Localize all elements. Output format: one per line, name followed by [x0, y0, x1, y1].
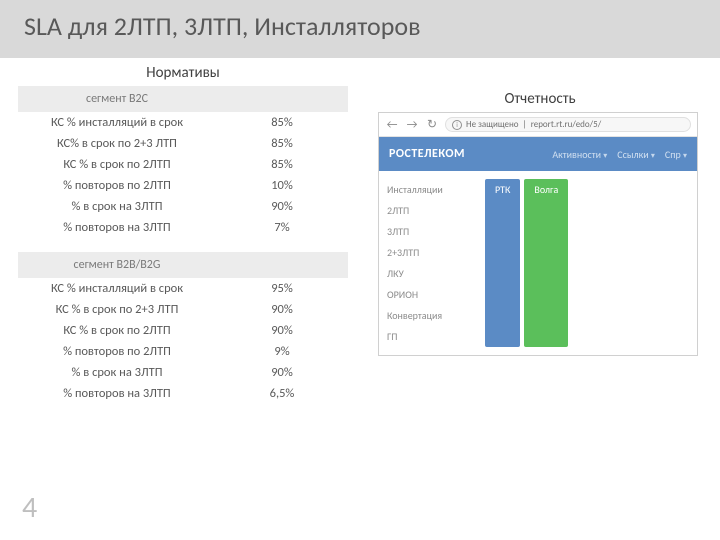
- metric-cell: КС % инсталляций в срок: [18, 278, 216, 299]
- sidenav-item[interactable]: 3ЛТП: [385, 221, 473, 242]
- sidenav-item[interactable]: Инсталляции: [385, 179, 473, 200]
- brand-logo: РОСТЕЛЕКОМ: [389, 147, 552, 161]
- metric-cell: % повторов на 3ЛТП: [18, 217, 216, 238]
- filter-chip[interactable]: Волга: [524, 179, 568, 347]
- sidenav-item[interactable]: ГП: [385, 326, 473, 347]
- sidenav-item[interactable]: ОРИОН: [385, 284, 473, 305]
- reporting-heading: Отчетность: [378, 90, 702, 108]
- metric-cell: % повторов по 2ЛТП: [18, 175, 216, 196]
- table-row: КС% в срок по 2+3 ЛТП85%: [18, 133, 348, 154]
- metric-cell: КС % инсталляций в срок: [18, 112, 216, 133]
- value-cell: 7%: [216, 217, 348, 238]
- metric-cell: КС % в срок по 2ЛТП: [18, 320, 216, 341]
- value-cell: 6,5%: [216, 383, 348, 404]
- metric-cell: % повторов по 2ЛТП: [18, 341, 216, 362]
- brand-nav-link[interactable]: Спр ▾: [665, 148, 687, 161]
- table-row: % в срок на 3ЛТП90%: [18, 362, 348, 383]
- brand-nav: Активности ▾ Ссылки ▾ Спр ▾: [552, 148, 687, 161]
- segment-header: сегмент B2B/B2G: [18, 252, 348, 278]
- title-bar: SLA для 2ЛТП, 3ЛТП, Инсталляторов: [0, 0, 720, 58]
- brand-nav-link[interactable]: Ссылки ▾: [617, 148, 655, 161]
- report-sidenav: Инсталляции2ЛТП3ЛТП2+3ЛТПЛКУОРИОНКонверт…: [379, 171, 479, 355]
- chevron-down-icon: ▾: [651, 151, 655, 161]
- report-body: Инсталляции2ЛТП3ЛТП2+3ЛТПЛКУОРИОНКонверт…: [379, 171, 697, 355]
- normatives-heading: Нормативы: [18, 64, 348, 82]
- table-row: КС % в срок по 2ЛТП85%: [18, 154, 348, 175]
- metric-cell: КС % в срок по 2ЛТП: [18, 154, 216, 175]
- sidenav-item[interactable]: ЛКУ: [385, 263, 473, 284]
- value-cell: 10%: [216, 175, 348, 196]
- sla-table: сегмент B2CКС % инсталляций в срок85%КС%…: [18, 86, 348, 404]
- segment-header: сегмент B2C: [18, 86, 348, 112]
- value-cell: 90%: [216, 320, 348, 341]
- table-row: % повторов по 2ЛТП10%: [18, 175, 348, 196]
- secure-label: Не защищено: [466, 119, 519, 130]
- sidenav-item[interactable]: Конвертация: [385, 305, 473, 326]
- value-cell: 90%: [216, 196, 348, 217]
- metric-cell: % повторов на 3ЛТП: [18, 383, 216, 404]
- info-icon: i: [452, 120, 462, 130]
- table-row: % в срок на 3ЛТП90%: [18, 196, 348, 217]
- table-row: % повторов на 3ЛТП6,5%: [18, 383, 348, 404]
- brand-bar: РОСТЕЛЕКОМ Активности ▾ Ссылки ▾ Спр ▾: [379, 137, 697, 171]
- chip-row: РТКВолга: [479, 171, 697, 355]
- back-icon[interactable]: ←: [385, 118, 399, 132]
- browser-toolbar: ← → ↻ i Не защищено | report.rt.ru/edo/5…: [379, 113, 697, 137]
- content-columns: Нормативы сегмент B2CКС % инсталляций в …: [0, 58, 720, 404]
- forward-icon[interactable]: →: [405, 118, 419, 132]
- reporting-column: Отчетность ← → ↻ i Не защищено | report.…: [378, 64, 702, 404]
- table-row: КС % инсталляций в срок95%: [18, 278, 348, 299]
- address-bar[interactable]: i Не защищено | report.rt.ru/edo/5/: [445, 117, 691, 132]
- page-title: SLA для 2ЛТП, 3ЛТП, Инсталляторов: [24, 10, 696, 42]
- metric-cell: КС% в срок по 2+3 ЛТП: [18, 133, 216, 154]
- table-row: % повторов по 2ЛТП9%: [18, 341, 348, 362]
- value-cell: 95%: [216, 278, 348, 299]
- value-cell: 90%: [216, 299, 348, 320]
- value-cell: 90%: [216, 362, 348, 383]
- table-row: КС % в срок по 2ЛТП90%: [18, 320, 348, 341]
- url-text: report.rt.ru/edo/5/: [531, 119, 601, 130]
- metric-cell: % в срок на 3ЛТП: [18, 362, 216, 383]
- page-number: 4: [22, 489, 37, 526]
- metric-cell: КС % в срок по 2+3 ЛТП: [18, 299, 216, 320]
- brand-nav-link[interactable]: Активности ▾: [552, 148, 607, 161]
- value-cell: 9%: [216, 341, 348, 362]
- chevron-down-icon: ▾: [683, 151, 687, 161]
- sidenav-item[interactable]: 2+3ЛТП: [385, 242, 473, 263]
- metric-cell: % в срок на 3ЛТП: [18, 196, 216, 217]
- value-cell: 85%: [216, 154, 348, 175]
- table-row: КС % инсталляций в срок85%: [18, 112, 348, 133]
- reload-icon[interactable]: ↻: [425, 118, 439, 132]
- table-row: КС % в срок по 2+3 ЛТП90%: [18, 299, 348, 320]
- value-cell: 85%: [216, 112, 348, 133]
- table-row: % повторов на 3ЛТП7%: [18, 217, 348, 238]
- sidenav-item[interactable]: 2ЛТП: [385, 200, 473, 221]
- normatives-column: Нормативы сегмент B2CКС % инсталляций в …: [18, 64, 348, 404]
- filter-chip[interactable]: РТК: [485, 179, 520, 347]
- browser-window: ← → ↻ i Не защищено | report.rt.ru/edo/5…: [378, 112, 698, 356]
- value-cell: 85%: [216, 133, 348, 154]
- chevron-down-icon: ▾: [603, 151, 607, 161]
